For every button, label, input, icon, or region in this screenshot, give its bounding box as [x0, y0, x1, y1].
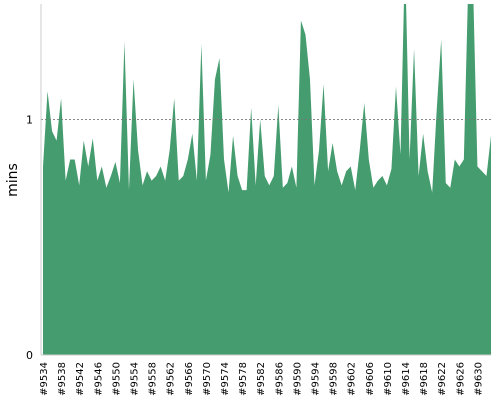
x-tick-label: #9622: [437, 362, 448, 396]
x-tick-label: #9606: [365, 362, 376, 396]
x-tick-label: #9602: [347, 362, 358, 396]
y-tick-label: 0: [26, 349, 33, 362]
x-tick-label: #9630: [473, 362, 484, 396]
x-tick-label: #9614: [401, 362, 412, 396]
x-tick-label: #9534: [39, 362, 50, 396]
x-tick-label: #9582: [256, 362, 267, 396]
x-tick-label: #9542: [75, 362, 86, 396]
x-tick-label: #9570: [202, 362, 213, 396]
x-tick-label: #9574: [220, 362, 231, 396]
x-tick-label: #9538: [57, 362, 68, 396]
x-tick-label: #9626: [455, 362, 466, 396]
x-tick-label: #9566: [184, 362, 195, 396]
x-tick-label: #9610: [383, 362, 394, 396]
x-tick-label: #9558: [148, 362, 159, 396]
area: [43, 4, 491, 355]
y-axis-label: mins: [5, 163, 21, 197]
x-tick-label: #9586: [274, 362, 285, 396]
x-tick-label: #9578: [238, 362, 249, 396]
x-tick-label: #9594: [311, 362, 322, 396]
x-tick-label: #9598: [329, 362, 340, 396]
x-tick-label: #9590: [292, 362, 303, 396]
x-tick-label: #9554: [130, 362, 141, 396]
x-tick-label: #9562: [166, 362, 177, 396]
x-tick-label: #9550: [111, 362, 122, 396]
x-tick-label: #9546: [93, 362, 104, 396]
y-tick-label: 1: [26, 113, 33, 126]
x-tick-label: #9618: [419, 362, 430, 396]
